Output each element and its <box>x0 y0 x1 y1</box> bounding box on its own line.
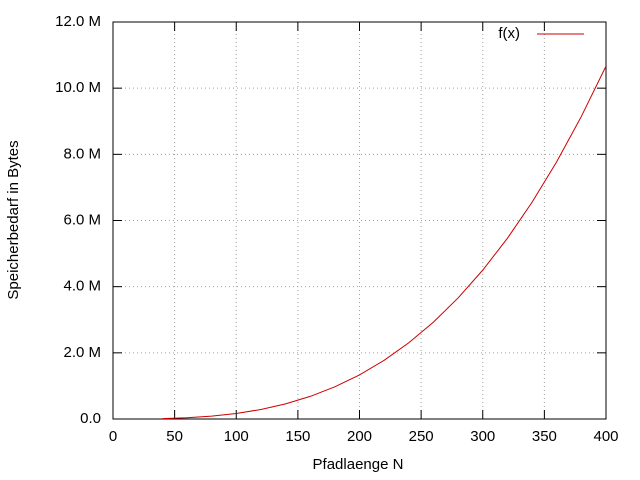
x-tick-label: 200 <box>347 428 372 445</box>
x-tick-label: 300 <box>470 428 495 445</box>
x-axis-label: Pfadlaenge N <box>313 456 404 473</box>
y-tick-label: 12.0 M <box>55 13 101 30</box>
x-tick-label: 400 <box>593 428 618 445</box>
plot-border <box>112 21 607 420</box>
x-tick-label: 100 <box>224 428 249 445</box>
y-tick-label: 6.0 M <box>63 211 101 228</box>
y-axis-label: Speicherbedarf in Bytes <box>5 140 22 299</box>
x-tick-label: 350 <box>532 428 557 445</box>
x-tick-label: 50 <box>166 428 183 445</box>
y-tick-label: 8.0 M <box>63 145 101 162</box>
y-tick-label: 4.0 M <box>63 278 101 295</box>
y-tick-label: 10.0 M <box>55 79 101 96</box>
x-tick-label: 0 <box>109 428 117 445</box>
x-tick-label: 150 <box>285 428 310 445</box>
series-line <box>162 65 607 420</box>
y-tick-label: 2.0 M <box>63 344 101 361</box>
x-tick-label: 250 <box>409 428 434 445</box>
legend-label: f(x) <box>498 25 520 42</box>
y-tick-label: 0.0 <box>80 410 101 427</box>
